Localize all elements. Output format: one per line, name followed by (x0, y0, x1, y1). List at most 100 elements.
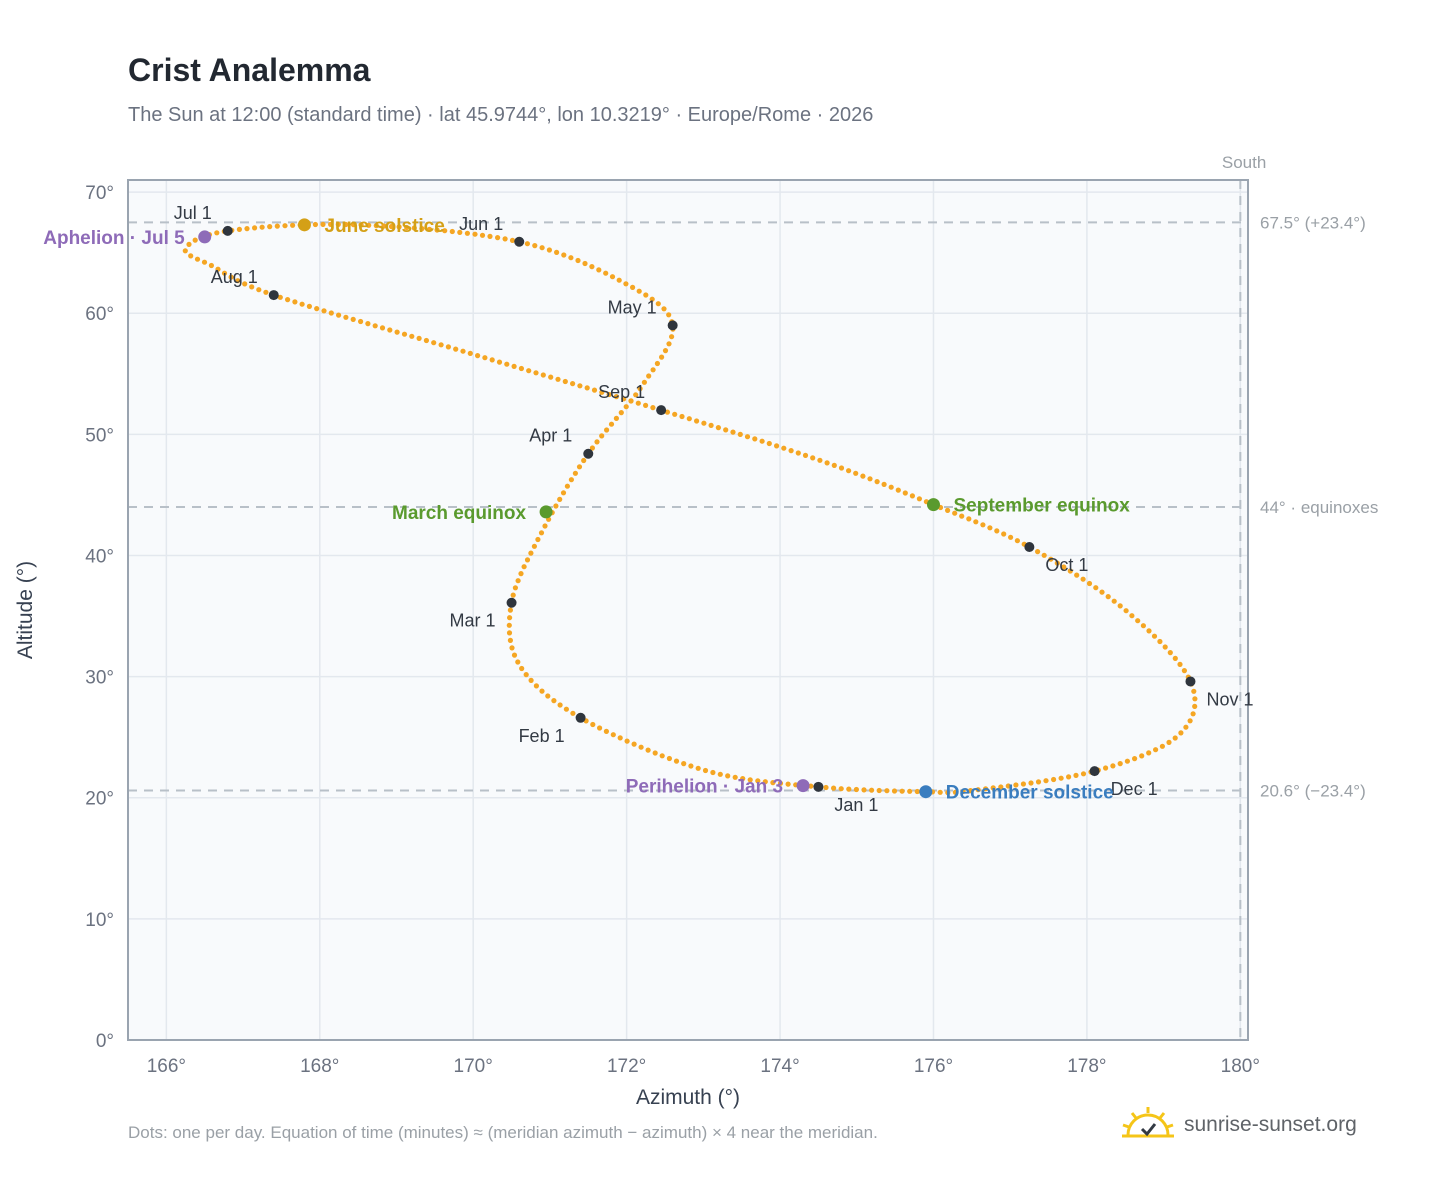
month-marker (506, 597, 517, 608)
daily-sun-dot (762, 779, 768, 785)
daily-sun-dot (937, 789, 943, 795)
daily-sun-dot (519, 665, 525, 672)
june-solstice-reference-label: 67.5° (+23.4°) (1260, 213, 1366, 232)
daily-sun-dot (732, 774, 738, 780)
daily-sun-dot (208, 262, 214, 269)
month-marker-label: Jan 1 (834, 795, 878, 815)
daily-sun-dot (562, 378, 568, 385)
daily-sun-dot (312, 221, 318, 228)
daily-sun-dot (343, 314, 349, 320)
daily-sun-dot (214, 230, 220, 236)
brand[interactable]: sunrise-sunset.org (1120, 1100, 1357, 1150)
event-label: Perihelion · Jan 3 (626, 777, 783, 798)
daily-sun-dot (694, 418, 700, 424)
daily-sun-dot (449, 228, 455, 235)
daily-sun-dot (292, 299, 298, 305)
daily-sun-dot (423, 337, 429, 344)
daily-sun-dot (1157, 638, 1163, 645)
daily-sun-dot (482, 355, 488, 361)
plot-area (128, 180, 1248, 1040)
daily-sun-dot (606, 391, 612, 398)
daily-sun-dot (1093, 585, 1099, 591)
daily-sun-dot (681, 761, 687, 767)
sun-logo-icon (1122, 1107, 1174, 1138)
event-marker (926, 498, 940, 512)
daily-sun-dot (1159, 743, 1165, 749)
daily-sun-dot (511, 652, 518, 658)
daily-sun-dot (535, 536, 541, 543)
event-label: December solstice (946, 783, 1114, 804)
daily-sun-dot (507, 637, 513, 644)
daily-sun-dot (249, 284, 255, 290)
daily-sun-dot (994, 528, 1000, 534)
daily-sun-dot (182, 248, 188, 254)
daily-sun-dot (876, 787, 882, 794)
daily-sun-dot (252, 225, 258, 231)
daily-sun-dot (659, 354, 665, 360)
daily-sun-dot (1139, 753, 1145, 759)
daily-sun-dot (1014, 538, 1021, 544)
daily-sun-dot (998, 784, 1004, 790)
daily-sun-dot (1135, 618, 1141, 624)
daily-sun-dot (1162, 644, 1168, 650)
daily-sun-dot (1001, 531, 1007, 537)
y-tick-label: 40° (85, 546, 114, 567)
daily-sun-dot (1192, 703, 1198, 710)
month-marker-label: Aug 1 (211, 267, 258, 287)
event-label: Aphelion · Jul 5 (43, 228, 185, 249)
daily-sun-dot (650, 367, 656, 373)
daily-sun-dot (328, 221, 334, 227)
daily-sun-dot (1051, 776, 1057, 783)
daily-sun-dot (599, 433, 605, 439)
daily-sun-dot (526, 368, 532, 374)
x-tick-label: 180° (1221, 1056, 1260, 1077)
daily-sun-dot (581, 457, 587, 464)
daily-sun-dot (256, 287, 262, 293)
event-label: June solstice (324, 216, 444, 237)
daily-sun-dot (570, 381, 576, 387)
daily-sun-dot (1132, 756, 1138, 762)
daily-sun-dot (613, 415, 620, 421)
x-tick-label: 170° (454, 1056, 493, 1077)
daily-sun-dot (824, 460, 830, 466)
y-tick-label: 20° (85, 789, 114, 810)
daily-sun-dot (646, 373, 652, 379)
daily-sun-dot (1178, 730, 1184, 736)
daily-sun-dot (589, 445, 596, 451)
daily-sun-dot (945, 790, 951, 796)
daily-sun-dot (495, 235, 501, 241)
month-marker (575, 712, 586, 723)
daily-sun-dot (518, 571, 524, 577)
daily-sun-dot (701, 420, 707, 426)
y-tick-label: 70° (85, 183, 114, 204)
daily-sun-dot (902, 490, 908, 496)
daily-sun-dot (442, 228, 448, 234)
daily-sun-dot (401, 331, 408, 337)
daily-sun-dot (568, 255, 574, 261)
daily-sun-dot (409, 333, 415, 339)
daily-sun-dot (228, 274, 234, 280)
daily-sun-dot (1043, 778, 1049, 784)
daily-sun-dot (472, 231, 478, 237)
daily-sun-dot (555, 376, 561, 382)
daily-sun-dot (396, 224, 402, 230)
daily-sun-dot (518, 365, 525, 372)
daily-sun-dot (1177, 661, 1183, 668)
daily-sun-dot (267, 224, 273, 230)
month-marker-label: Feb 1 (519, 726, 565, 746)
daily-sun-dot (669, 334, 675, 340)
daily-sun-dot (654, 360, 661, 367)
daily-sun-dot (1103, 765, 1109, 771)
x-tick-label: 178° (1067, 1056, 1106, 1077)
daily-sun-dot (1167, 650, 1173, 656)
event-label: September equinox (953, 496, 1130, 517)
daily-sun-dot (186, 241, 192, 247)
daily-sun-dot (1153, 747, 1159, 753)
daily-sun-dot (596, 267, 602, 273)
daily-sun-dot (1080, 576, 1086, 582)
daily-sun-dot (431, 340, 437, 346)
daily-sun-dot (328, 310, 334, 316)
daily-sun-dot (631, 741, 637, 747)
daily-sun-dot (1151, 633, 1158, 639)
daily-sun-dot (686, 416, 692, 422)
